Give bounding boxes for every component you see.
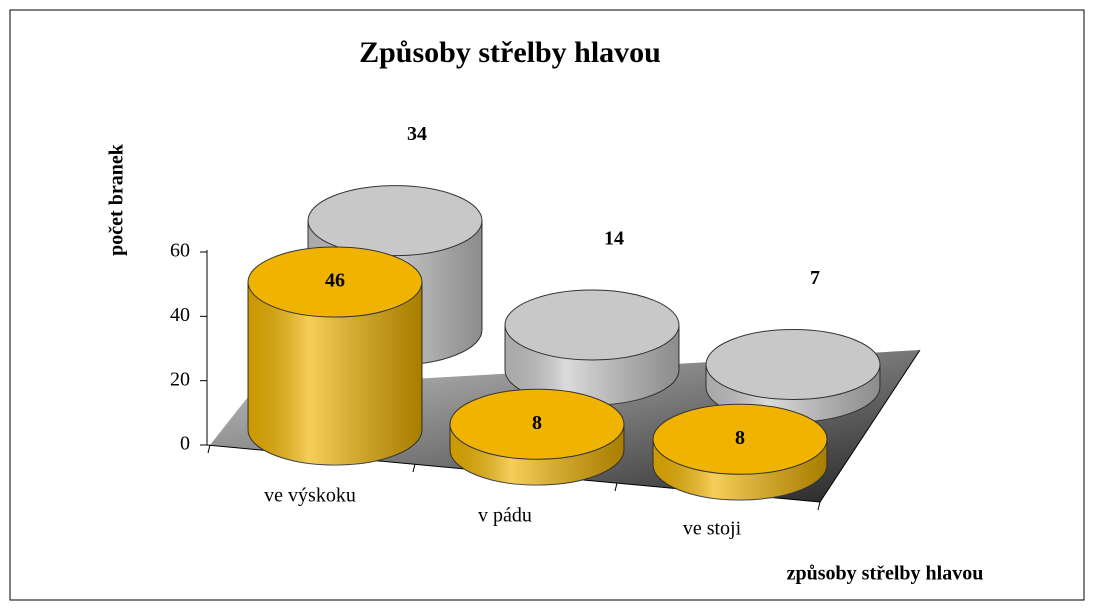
x-tick-label: v pádu bbox=[478, 505, 532, 527]
x-tick-label: ve stoji bbox=[683, 518, 742, 540]
y-tick-label: 20 bbox=[170, 368, 190, 390]
x-tick bbox=[207, 444, 211, 454]
data-label: 7 bbox=[810, 267, 820, 289]
data-label: 46 bbox=[325, 270, 345, 292]
data-label: 8 bbox=[735, 427, 745, 449]
cylinder-shade bbox=[248, 282, 422, 465]
x-tick bbox=[817, 501, 821, 511]
floor-edge bbox=[819, 349, 921, 503]
cylinder-top bbox=[247, 246, 423, 318]
x-tick bbox=[412, 463, 416, 473]
y-tick-label: 40 bbox=[170, 304, 190, 326]
cylinder-top bbox=[705, 328, 881, 400]
y-tick-label: 60 bbox=[170, 240, 190, 262]
chart-title: Způsoby střelby hlavou bbox=[359, 36, 661, 69]
data-label: 8 bbox=[532, 412, 542, 434]
x-axis-label: způsoby střelby hlavou bbox=[787, 563, 984, 585]
cylinder-top bbox=[504, 289, 680, 361]
cylinder-top bbox=[307, 185, 483, 257]
data-label: 14 bbox=[604, 228, 624, 250]
cylinder-top bbox=[449, 388, 625, 460]
cylinder-top bbox=[652, 403, 828, 475]
x-tick-label: ve výskoku bbox=[264, 485, 356, 507]
data-label: 34 bbox=[407, 123, 427, 145]
y-axis-label: počet branek bbox=[106, 143, 128, 256]
x-tick bbox=[614, 482, 618, 492]
y-tick-label: 0 bbox=[180, 433, 190, 455]
